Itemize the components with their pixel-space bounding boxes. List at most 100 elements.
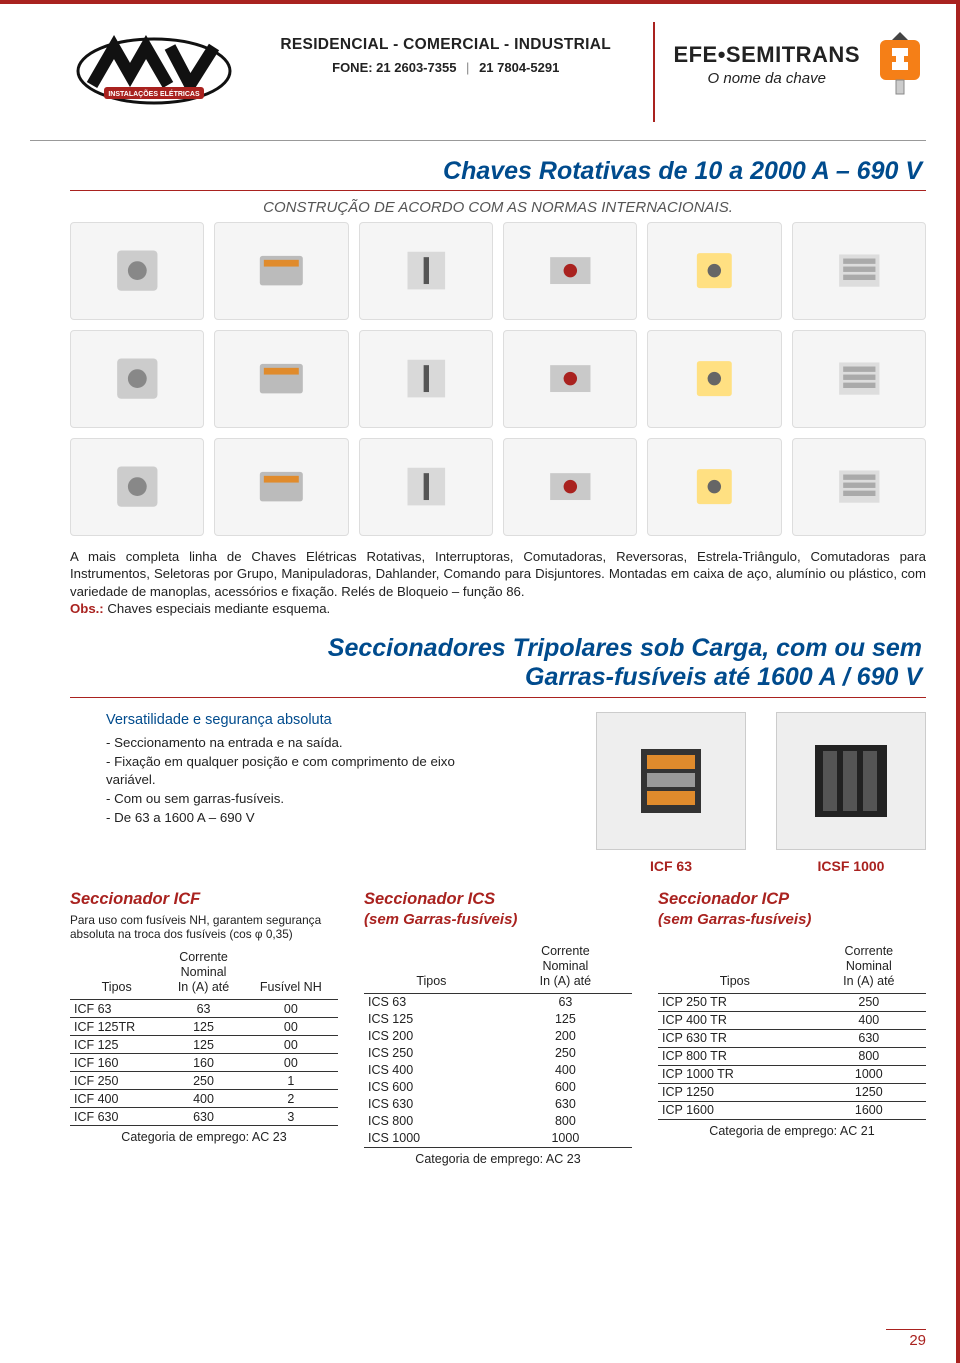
phone-separator: | xyxy=(460,60,475,75)
product-thumb xyxy=(647,222,781,320)
table-row: ICP 1000 TR1000 xyxy=(658,1065,926,1083)
col-icp: Seccionador ICP (sem Garras-fusíveis) Ti… xyxy=(658,890,926,1166)
icf-tbody: ICF 636300ICF 125TR12500ICF 12512500ICF … xyxy=(70,1000,338,1126)
header-brand-right: EFE•SEMITRANS O nome da chave xyxy=(673,22,926,96)
table-row: ICF 4004002 xyxy=(70,1090,338,1108)
table-cell: 2 xyxy=(244,1090,338,1108)
header-contact: RESIDENCIAL - COMERCIAL - INDUSTRIAL FON… xyxy=(256,22,635,75)
product-thumb xyxy=(214,222,348,320)
table-row: ICP 800 TR800 xyxy=(658,1047,926,1065)
tagline: RESIDENCIAL - COMERCIAL - INDUSTRIAL xyxy=(256,36,635,54)
table-cell: ICP 1000 TR xyxy=(658,1065,812,1083)
phone-1: FONE: 21 2603-7355 xyxy=(332,60,456,75)
section2-title: Seccionadores Tripolares sob Carga, com … xyxy=(70,628,926,698)
table-row: ICP 12501250 xyxy=(658,1083,926,1101)
table-cell: 250 xyxy=(163,1072,243,1090)
product-thumb xyxy=(647,330,781,428)
ics-category: Categoria de emprego: AC 23 xyxy=(364,1152,632,1166)
table-cell: 250 xyxy=(812,993,926,1011)
table-row: ICF 12512500 xyxy=(70,1036,338,1054)
table-cell: ICS 800 xyxy=(364,1113,499,1130)
product-thumb xyxy=(359,330,493,428)
table-cell: ICS 63 xyxy=(364,993,499,1011)
table-cell: 200 xyxy=(499,1028,632,1045)
table-cell: 630 xyxy=(812,1029,926,1047)
mv-logo: INSTALAÇÕES ELÉTRICAS xyxy=(70,22,238,114)
table-row: ICF 6306303 xyxy=(70,1108,338,1126)
table-row: ICF 2502501 xyxy=(70,1072,338,1090)
table-cell: 630 xyxy=(499,1096,632,1113)
feature-item: De 63 a 1600 A – 690 V xyxy=(106,809,506,828)
table-cell: 800 xyxy=(499,1113,632,1130)
ics-title: Seccionador ICS xyxy=(364,890,632,909)
table-cell: ICP 800 TR xyxy=(658,1047,812,1065)
table-row: ICF 16016000 xyxy=(70,1054,338,1072)
section1-title: Chaves Rotativas de 10 a 2000 A – 690 V xyxy=(70,151,926,191)
table-row: ICS 6363 xyxy=(364,993,632,1011)
feature-image-labels: ICF 63 ICSF 1000 xyxy=(526,858,926,874)
table-cell: 00 xyxy=(244,1036,338,1054)
product-thumb xyxy=(70,438,204,536)
icp-category: Categoria de emprego: AC 21 xyxy=(658,1124,926,1138)
table-cell: ICP 630 TR xyxy=(658,1029,812,1047)
obs-text: Chaves especiais mediante esquema. xyxy=(104,601,331,616)
table-cell: 250 xyxy=(499,1045,632,1062)
features-list: Seccionamento na entrada e na saída. Fix… xyxy=(106,734,506,828)
icf-th-corrente: CorrenteNominalIn (A) até xyxy=(163,948,243,1000)
phone-2: 21 7804-5291 xyxy=(479,60,559,75)
table-cell: 125 xyxy=(499,1011,632,1028)
table-cell: ICF 400 xyxy=(70,1090,163,1108)
table-row: ICS 250250 xyxy=(364,1045,632,1062)
icf-th-fusivel: Fusível NH xyxy=(244,948,338,1000)
table-cell: 125 xyxy=(163,1018,243,1036)
feature-item: Seccionamento na entrada e na saída. xyxy=(106,734,506,753)
table-row: ICF 636300 xyxy=(70,1000,338,1018)
ics-subtitle2: (sem Garras-fusíveis) xyxy=(364,911,632,928)
icf-th-tipos: Tipos xyxy=(70,948,163,1000)
product-image-icf63 xyxy=(596,712,746,850)
icp-th-tipos: Tipos xyxy=(658,942,812,994)
obs-label: Obs.: xyxy=(70,601,104,616)
feature-images xyxy=(526,712,926,850)
table-cell: 1250 xyxy=(812,1083,926,1101)
product-thumb xyxy=(503,438,637,536)
product-image-icsf1000 xyxy=(776,712,926,850)
brand-name: EFE•SEMITRANS xyxy=(673,42,860,68)
page-number: 29 xyxy=(886,1329,926,1349)
table-cell: 1000 xyxy=(812,1065,926,1083)
product-thumb xyxy=(647,438,781,536)
table-cell: 00 xyxy=(244,1000,338,1018)
table-cell: 125 xyxy=(163,1036,243,1054)
brand-s-icon xyxy=(874,32,926,96)
table-cell: ICS 400 xyxy=(364,1062,499,1079)
table-cell: 63 xyxy=(163,1000,243,1018)
features-row: Versatilidade e segurança absoluta Secci… xyxy=(70,712,926,850)
table-cell: 400 xyxy=(499,1062,632,1079)
product-thumb xyxy=(359,438,493,536)
table-row: ICP 630 TR630 xyxy=(658,1029,926,1047)
table-cell: ICP 250 TR xyxy=(658,993,812,1011)
table-cell: 600 xyxy=(499,1079,632,1096)
img-label-icsf1000: ICSF 1000 xyxy=(776,858,926,874)
product-thumb xyxy=(792,222,926,320)
product-thumb xyxy=(214,330,348,428)
table-cell: ICP 1250 xyxy=(658,1083,812,1101)
table-row: ICS 800800 xyxy=(364,1113,632,1130)
product-thumb xyxy=(359,222,493,320)
table-row: ICS 125125 xyxy=(364,1011,632,1028)
icf-table: Tipos CorrenteNominalIn (A) até Fusível … xyxy=(70,948,338,1126)
product-thumb xyxy=(792,330,926,428)
table-cell: 800 xyxy=(812,1047,926,1065)
table-cell: 1 xyxy=(244,1072,338,1090)
ics-th-corrente: CorrenteNominalIn (A) até xyxy=(499,942,632,994)
table-cell: ICS 250 xyxy=(364,1045,499,1062)
icp-tbody: ICP 250 TR250ICP 400 TR400ICP 630 TR630I… xyxy=(658,993,926,1119)
product-thumb xyxy=(70,222,204,320)
product-thumb xyxy=(214,438,348,536)
icp-table: Tipos CorrenteNominalIn (A) até ICP 250 … xyxy=(658,942,926,1120)
table-row: ICF 125TR12500 xyxy=(70,1018,338,1036)
feature-item: Fixação em qualquer posição e com compri… xyxy=(106,753,506,791)
section1-paragraph: A mais completa linha de Chaves Elétrica… xyxy=(70,548,926,600)
grid-caption: CONSTRUÇÃO DE ACORDO COM AS NORMAS INTER… xyxy=(70,199,926,216)
table-cell: ICS 200 xyxy=(364,1028,499,1045)
